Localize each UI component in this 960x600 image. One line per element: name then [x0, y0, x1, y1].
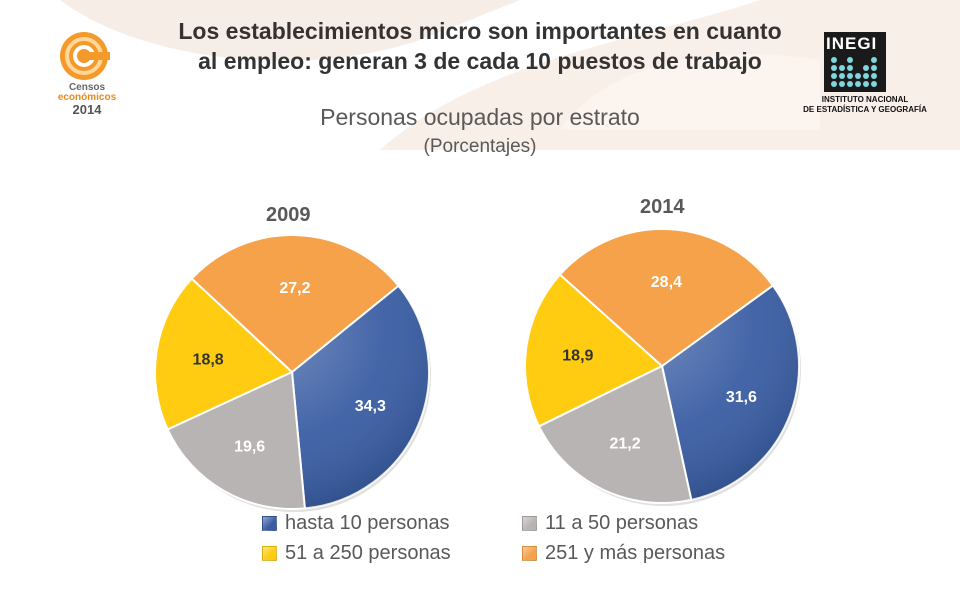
- data-label-2014-hasta-10: 31,6: [726, 389, 757, 406]
- inegi-logo: INEGI INSTITUTO NACIONAL DE ESTADÍSTICA …: [790, 32, 940, 122]
- pie-chart-2009: 34,3 19,6 18,8 27,2: [154, 234, 431, 512]
- pie-slice-2009-251-y-mas: [190, 234, 400, 374]
- inegi-logo-line-1: INSTITUTO NACIONAL: [821, 95, 909, 104]
- legend-swatch-11-a-50: [522, 516, 537, 531]
- pie-title-2009: 2009: [266, 204, 311, 226]
- inegi-logo-line-2: DE ESTADÍSTICA Y GEOGRAFÍA: [803, 105, 927, 114]
- pie-slice-2014-51-a-250: [524, 273, 664, 428]
- legend-item-hasta-10: hasta 10 personas: [262, 512, 450, 535]
- legend-swatch-251-y-mas: [522, 546, 537, 561]
- inegi-logo-icon: [824, 32, 886, 92]
- data-label-2009-51-a-250: 18,8: [193, 352, 224, 369]
- legend-item-251-y-mas: 251 y más personas: [522, 542, 725, 565]
- pie-slice-2009-11-a-50: [166, 370, 306, 510]
- legend-label-51-a-250: 51 a 250 personas: [285, 542, 451, 564]
- pie-title-2014: 2014: [640, 196, 685, 218]
- data-label-2014-251-y-mas: 28,4: [651, 274, 682, 291]
- data-label-2009-251-y-mas: 27,2: [279, 280, 310, 297]
- censos-logo-text-2: económicos: [57, 92, 117, 103]
- pie-slice-2014-11-a-50: [537, 364, 693, 504]
- title-line-1: Los establecimientos micro son important…: [178, 18, 782, 44]
- data-label-2009-11-a-50: 19,6: [234, 439, 265, 456]
- legend-swatch-hasta-10: [262, 516, 277, 531]
- legend-item-51-a-250: 51 a 250 personas: [262, 542, 451, 565]
- data-label-2009-hasta-10: 34,3: [355, 398, 386, 415]
- title-line-2: al empleo: generan 3 de cada 10 puestos …: [198, 48, 762, 74]
- censos-logo-text-3: 2014: [72, 102, 102, 117]
- data-label-2014-51-a-250: 18,9: [562, 347, 593, 364]
- pie-slice-2014-251-y-mas: [558, 228, 775, 368]
- chart-subtitle: Personas ocupadas por estrato: [320, 104, 640, 130]
- inegi-logo-brand: INEGI: [826, 34, 878, 53]
- censos-economicos-logo: Censos económicos 2014: [52, 30, 122, 122]
- chart-units: (Porcentajes): [423, 136, 537, 157]
- pie-slice-2009-51-a-250: [154, 277, 294, 431]
- censos-logo-icon: [60, 32, 110, 80]
- legend-label-251-y-mas: 251 y más personas: [545, 542, 726, 564]
- page-title: Los establecimientos micro son important…: [100, 16, 860, 76]
- legend-swatch-51-a-250: [262, 546, 277, 561]
- legend-label-hasta-10: hasta 10 personas: [285, 512, 450, 534]
- background-decoration: [60, 0, 960, 150]
- legend-label-11-a-50: 11 a 50 personas: [545, 512, 699, 534]
- legend-item-11-a-50: 11 a 50 personas: [522, 512, 698, 535]
- inegi-logo-text: INSTITUTO NACIONAL DE ESTADÍSTICA Y GEOG…: [790, 95, 940, 115]
- data-label-2014-11-a-50: 21,2: [610, 435, 641, 452]
- censos-logo-text-1: Censos: [68, 82, 106, 93]
- pie-chart-2014: 31,6 21,2 18,9 28,4: [524, 228, 801, 506]
